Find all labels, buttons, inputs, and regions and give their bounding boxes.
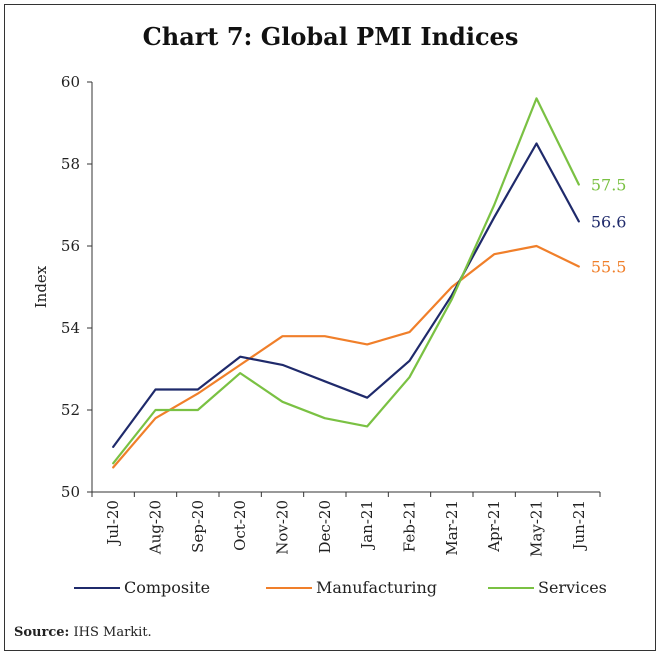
legend-swatch-manufacturing [266,586,312,589]
x-tick-label: Jun-21 [570,500,588,552]
legend-label-services: Services [538,578,607,597]
chart-title: Chart 7: Global PMI Indices [142,22,519,51]
legend-item-services: Services [488,578,607,597]
legend-item-manufacturing: Manufacturing [266,578,437,597]
x-tick-label: Jan-21 [358,500,376,551]
x-tick-label: Sep-20 [189,500,207,553]
chart-frame [4,4,656,651]
source-text: IHS Markit. [73,625,152,640]
legend-label-composite: Composite [124,578,211,597]
y-tick-label: 58 [61,155,80,173]
legend-item-composite: Composite [74,578,210,597]
chart-legend: Composite Manufacturing Services [0,578,661,604]
series-line-manufacturing [112,244,580,469]
source-label: Source: [14,625,70,640]
x-tick-label: Apr-21 [485,500,503,553]
y-axis-label: Index [32,265,50,308]
end-label-services: 57.5 [591,176,627,195]
x-tick-label: Oct-20 [231,500,249,551]
y-tick-label: 50 [61,483,80,501]
series-line-services [112,97,580,465]
source-note: Source: IHS Markit. [14,625,152,640]
x-tick-label: Dec-20 [316,500,334,553]
legend-label-manufacturing: Manufacturing [316,578,437,597]
y-tick-label: 54 [61,319,80,337]
x-tick-label: Jul-20 [104,500,122,547]
legend-swatch-composite [74,586,120,589]
end-label-manufacturing: 55.5 [591,258,627,277]
x-tick-label: Mar-21 [443,500,461,556]
x-tick-label: Aug-20 [147,500,165,555]
end-label-composite: 56.6 [591,212,627,231]
legend-swatch-services [488,586,534,589]
x-tick-label: May-21 [528,500,546,557]
y-tick-label: 60 [61,73,80,91]
series-line-composite [112,142,580,448]
x-tick-label: Nov-20 [274,500,292,555]
x-tick-label: Feb-21 [401,500,419,552]
y-tick-label: 56 [61,237,80,255]
y-tick-label: 52 [61,401,80,419]
